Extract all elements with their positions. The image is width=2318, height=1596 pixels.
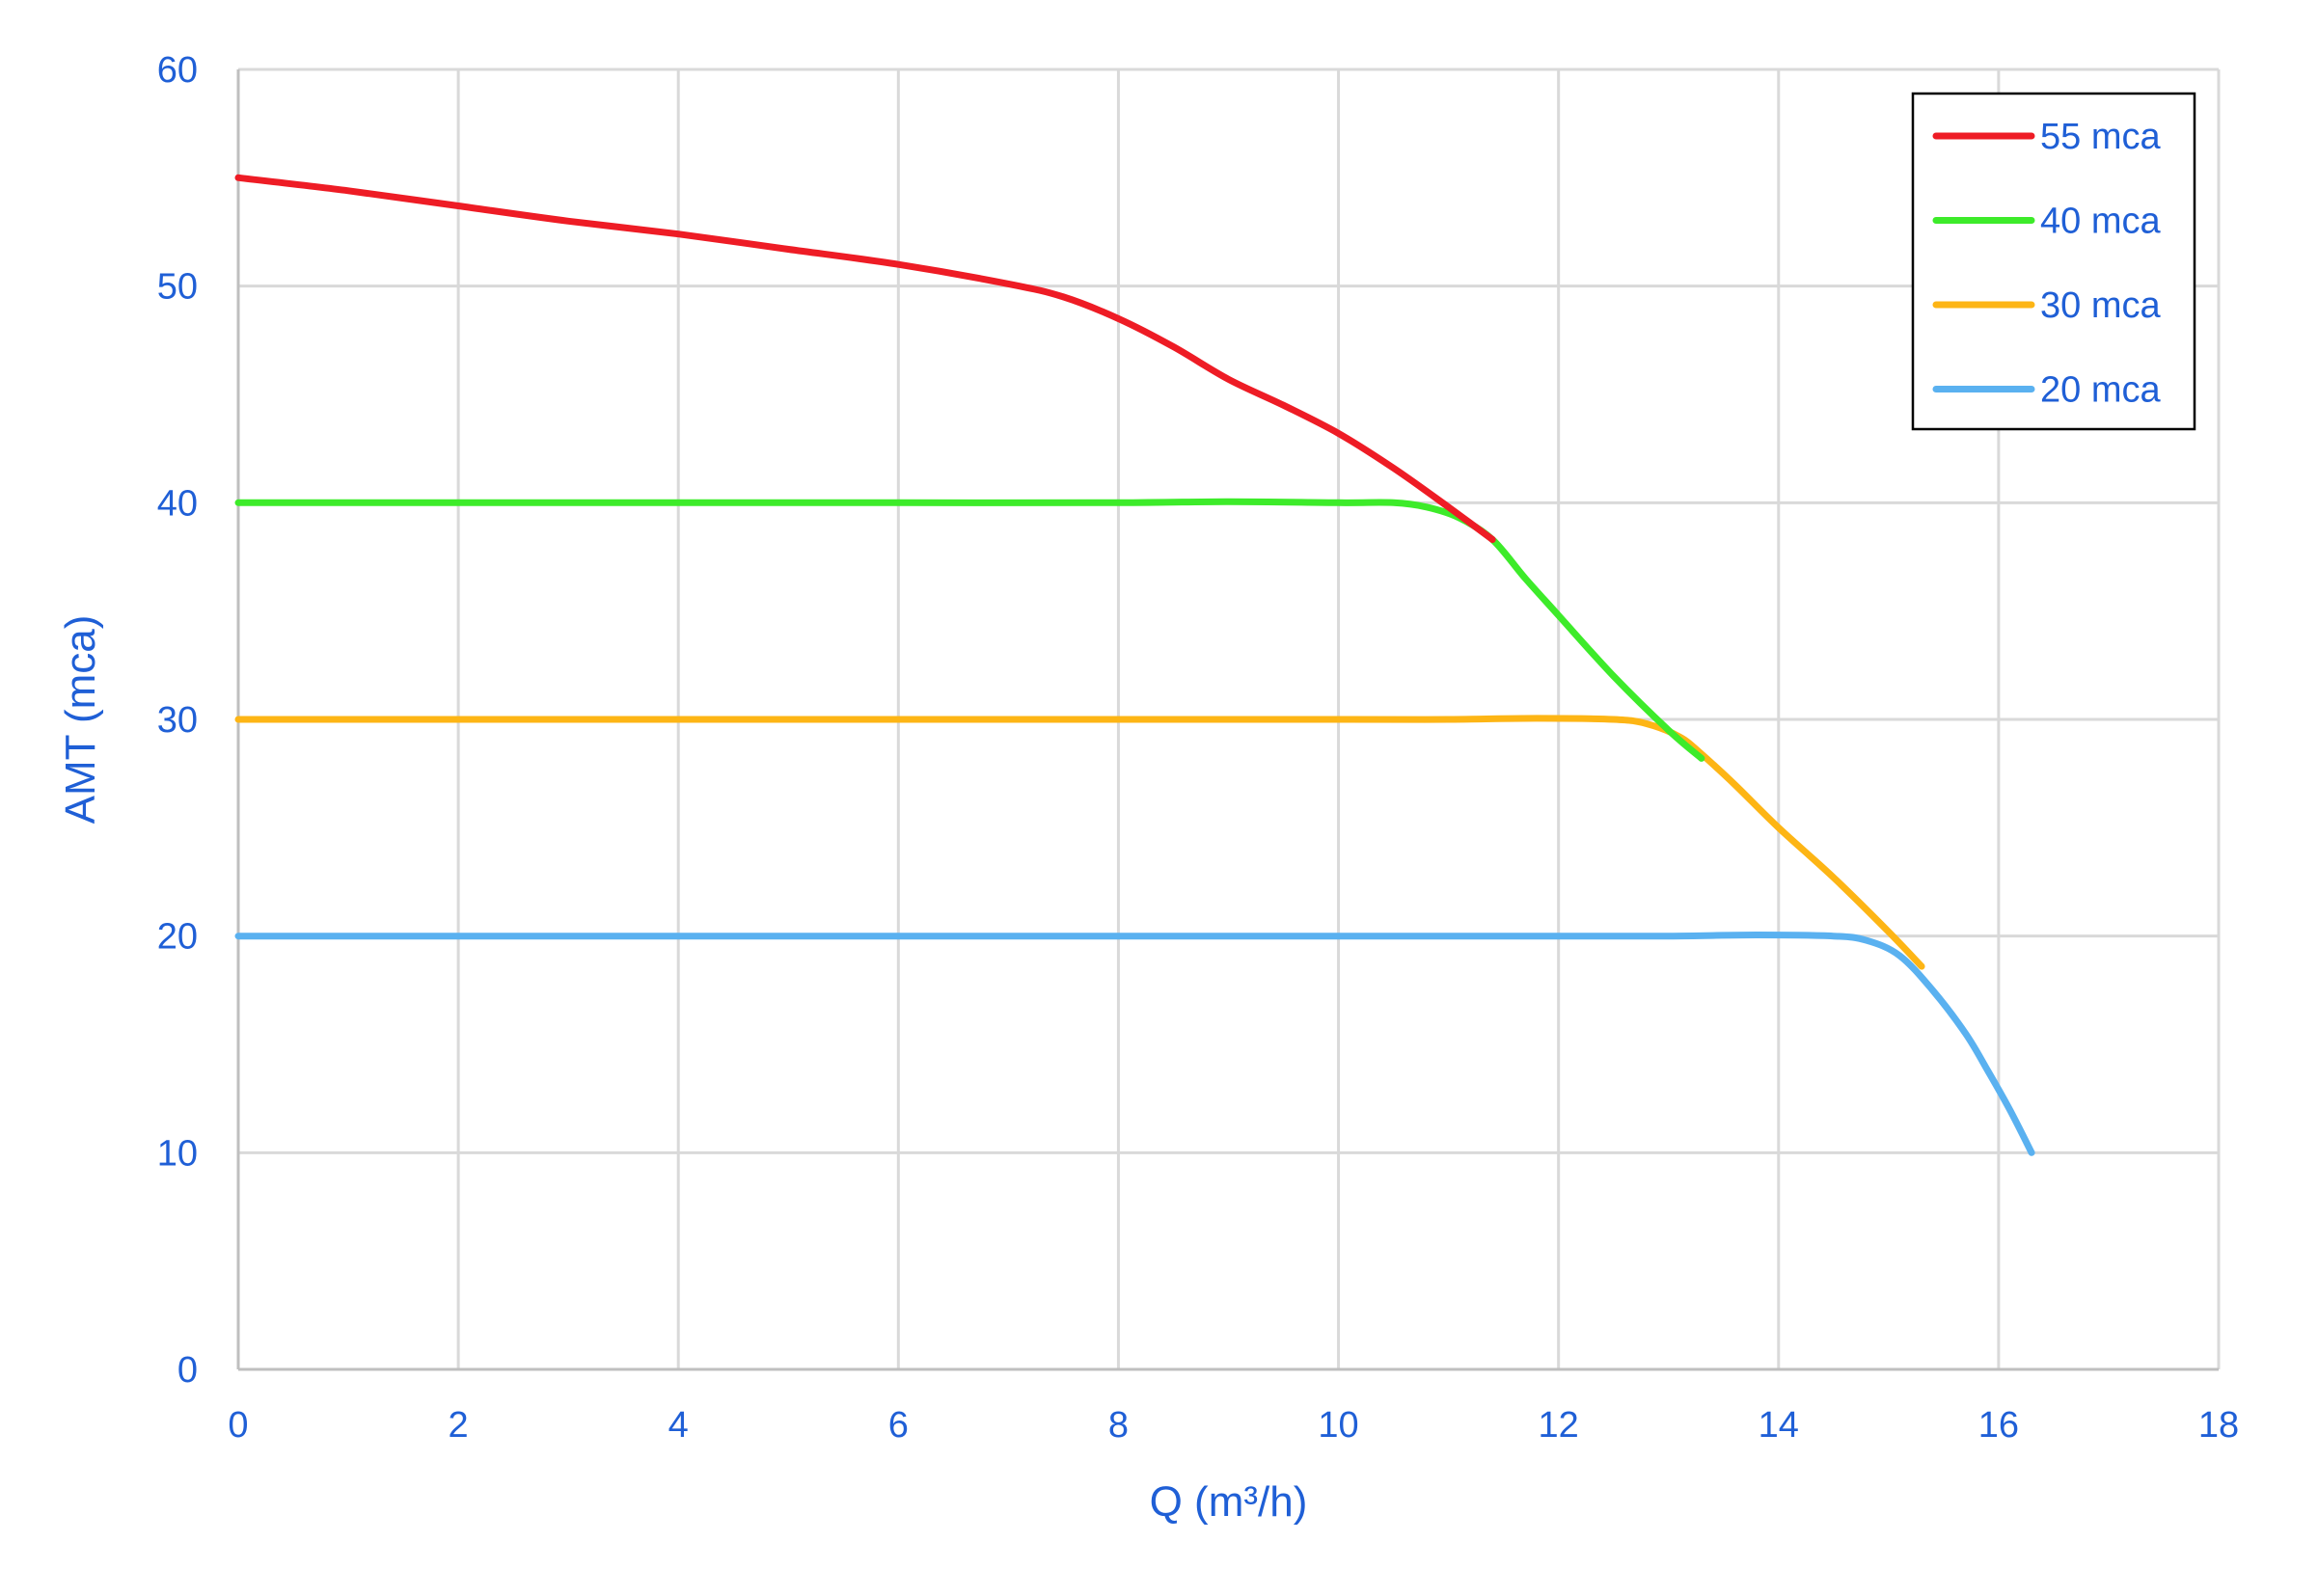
series-line-40-mca <box>234 498 1705 762</box>
x-tick-label: 4 <box>668 1405 689 1446</box>
x-tick-label: 6 <box>888 1405 909 1446</box>
legend: 55 mca 40 mca 30 mca 20 mca <box>1911 92 2196 431</box>
legend-label: 20 mca <box>2040 370 2161 411</box>
legend-label: 40 mca <box>2040 202 2161 242</box>
legend-label: 55 mca <box>2040 117 2161 157</box>
x-tick-label: 8 <box>1108 1405 1129 1446</box>
y-tick-label: 0 <box>177 1350 198 1391</box>
y-axis-title: AMT (mca) <box>57 615 104 825</box>
x-tick-label: 2 <box>449 1405 469 1446</box>
y-tick-label: 50 <box>157 267 198 308</box>
y-tick-label: 20 <box>157 917 198 958</box>
y-tick-label: 40 <box>157 483 198 524</box>
x-tick-label: 14 <box>1759 1405 1799 1446</box>
x-axis-title: Q (m³/h) <box>1150 1478 1308 1526</box>
legend-box <box>1911 92 2196 431</box>
series-line-55-mca <box>234 174 1496 543</box>
x-tick-label: 16 <box>1978 1405 2019 1446</box>
x-tick-label: 12 <box>1539 1405 1579 1446</box>
x-tick-label: 18 <box>2198 1405 2239 1446</box>
y-tick-label: 30 <box>157 700 198 741</box>
x-tick-label: 10 <box>1318 1405 1358 1446</box>
series <box>234 174 2035 1156</box>
y-tick-label: 60 <box>157 50 198 91</box>
legend-label: 30 mca <box>2040 285 2161 326</box>
series-line-20-mca <box>234 932 2035 1156</box>
x-tick-label: 0 <box>228 1405 248 1446</box>
y-tick-label: 10 <box>157 1133 198 1174</box>
series-line-30-mca <box>234 715 1925 970</box>
